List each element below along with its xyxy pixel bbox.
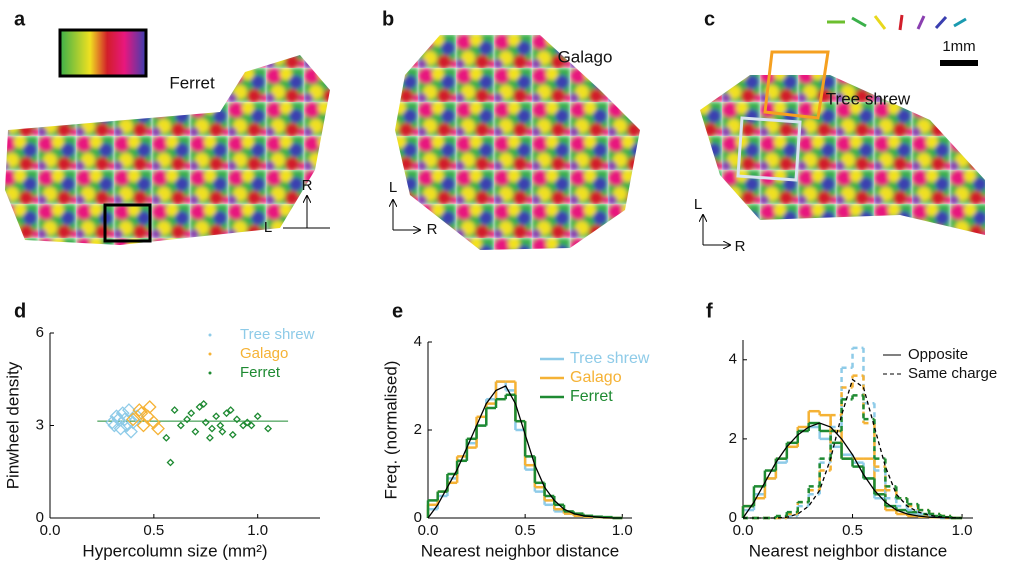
point <box>217 423 223 429</box>
y-tick-label: 0 <box>36 509 44 526</box>
y-tick-label: 6 <box>36 324 44 341</box>
y-tick-label: 0 <box>729 509 737 526</box>
panel-label: d <box>14 300 26 322</box>
point <box>203 419 209 425</box>
point <box>265 426 271 432</box>
legend-label: Tree shrew <box>240 326 315 343</box>
page: {"maps":[ {"label":"a","name":"Ferret","… <box>0 0 1028 567</box>
point <box>163 435 169 441</box>
species-name: Tree shrew <box>826 89 911 108</box>
y-axis-label: Pinwheel density <box>3 361 22 489</box>
point <box>167 460 173 466</box>
y-tick-label: 0 <box>414 509 422 526</box>
panel-label: b <box>382 8 394 30</box>
x-tick-label: 1.0 <box>612 522 633 539</box>
y-axis-label: Freq. (normalised) <box>381 361 400 500</box>
legend-label: Same charge <box>908 365 997 382</box>
y-tick-label: 4 <box>729 351 737 368</box>
species-name: Ferret <box>169 73 215 92</box>
direction-label: L <box>264 219 272 236</box>
point <box>255 413 261 419</box>
scale-bar-label: 1mm <box>942 38 975 55</box>
direction-label: R <box>302 177 313 194</box>
panel-label: e <box>392 300 403 322</box>
direction-label: R <box>735 238 746 255</box>
legend-label: Opposite <box>908 346 968 363</box>
legend-label: Galago <box>240 345 288 362</box>
point <box>230 432 236 438</box>
point <box>188 410 194 416</box>
legend-label: Galago <box>570 369 622 386</box>
y-tick-label: 3 <box>36 416 44 433</box>
x-axis-label: Nearest neighbor distance <box>421 541 619 560</box>
x-axis-label: Hypercolumn size (mm²) <box>82 541 267 560</box>
legend-label: Ferret <box>240 364 281 381</box>
point <box>219 429 225 435</box>
point <box>213 413 219 419</box>
point <box>192 429 198 435</box>
y-tick-label: 4 <box>414 333 422 350</box>
panel-label: c <box>704 8 715 30</box>
x-axis-label: Nearest neighbor distance <box>749 541 947 560</box>
panel-label: f <box>706 300 713 322</box>
legend-marker <box>209 353 212 356</box>
panel-label: a <box>14 8 26 30</box>
y-tick-label: 2 <box>729 430 737 447</box>
point <box>172 407 178 413</box>
y-tick-label: 2 <box>414 421 422 438</box>
x-tick-label: 1.0 <box>247 522 268 539</box>
figure: aFerretLRbGalagoLRcTree shrewLR1mmd0.00.… <box>0 0 1028 567</box>
legend-marker <box>209 372 212 375</box>
direction-label: L <box>694 196 702 213</box>
x-tick-label: 0.5 <box>515 522 536 539</box>
point <box>178 423 184 429</box>
x-tick-label: 0.5 <box>842 522 863 539</box>
species-name: Galago <box>558 47 613 66</box>
direction-label: R <box>427 221 438 238</box>
legend-label: Ferret <box>570 388 613 405</box>
point <box>209 426 215 432</box>
x-tick-label: 1.0 <box>952 522 973 539</box>
direction-label: L <box>389 179 397 196</box>
map-b <box>393 35 640 250</box>
point <box>207 435 213 441</box>
legend-marker <box>209 334 212 337</box>
legend-label: Tree shrew <box>570 350 650 367</box>
map-a <box>5 30 330 245</box>
x-tick-label: 0.5 <box>143 522 164 539</box>
